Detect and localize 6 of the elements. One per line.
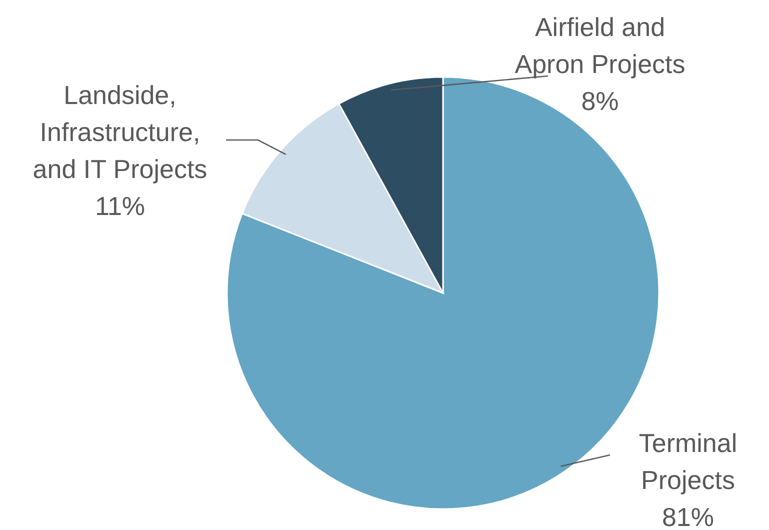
data-label: 8% [581, 86, 619, 116]
slice-label: Airfield and Apron Projects [514, 12, 686, 79]
slice-label: Landside, Infrastructure, and IT Projects [32, 80, 208, 184]
slice-label: Terminal Projects [638, 428, 738, 495]
data-label: 11% [94, 191, 146, 221]
data-label: 81% [662, 502, 714, 530]
